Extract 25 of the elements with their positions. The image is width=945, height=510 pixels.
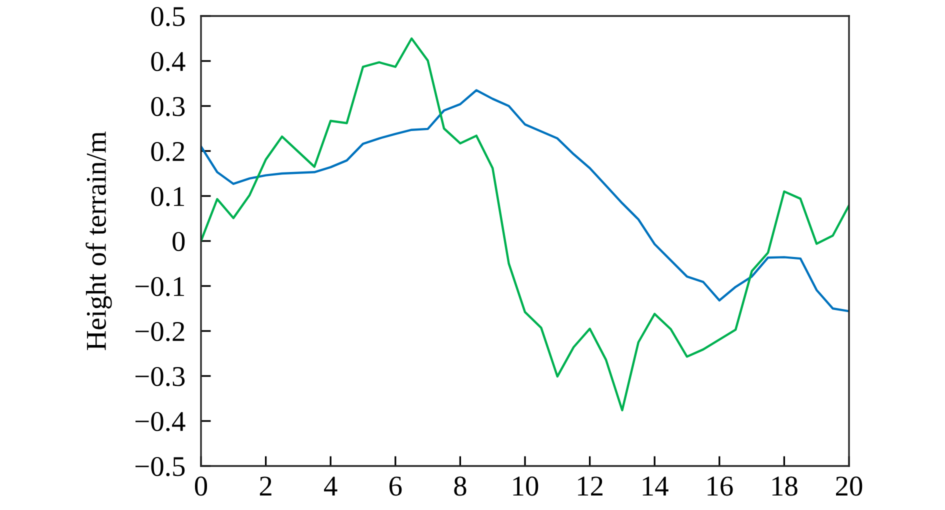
y-tick-label: 0.4 — [151, 52, 186, 72]
x-tick-label: 20 — [836, 476, 862, 496]
y-tick-label: 0.5 — [151, 6, 185, 26]
x-tick-label: 0 — [194, 476, 208, 496]
y-tick-label: −0.3 — [135, 366, 185, 386]
x-tick-label: 10 — [513, 476, 538, 496]
x-tick-label: 2 — [260, 476, 272, 496]
x-tick-label: 6 — [390, 476, 402, 496]
x-tick-label: 16 — [708, 476, 733, 496]
y-tick-label: −0.4 — [135, 412, 186, 432]
y-tick-label: 0.2 — [151, 142, 184, 162]
x-tick-label: 4 — [324, 476, 338, 496]
y-tick-label: 0.3 — [151, 96, 185, 116]
line-series — [201, 89, 849, 312]
y-tick-label: 0.1 — [151, 186, 184, 206]
x-tick-label: 12 — [578, 476, 602, 496]
x-tick-label: 14 — [642, 476, 668, 496]
x-tick-label: 18 — [772, 476, 798, 496]
y-axis-title: Height of terrain/m — [86, 132, 112, 350]
line-series — [201, 37, 849, 412]
y-tick-label: −0.1 — [135, 276, 184, 296]
x-tick-label: 8 — [454, 476, 466, 496]
y-tick-label: −0.2 — [135, 322, 184, 342]
y-tick-label: 0 — [172, 232, 185, 252]
y-tick-label: −0.5 — [135, 456, 185, 476]
